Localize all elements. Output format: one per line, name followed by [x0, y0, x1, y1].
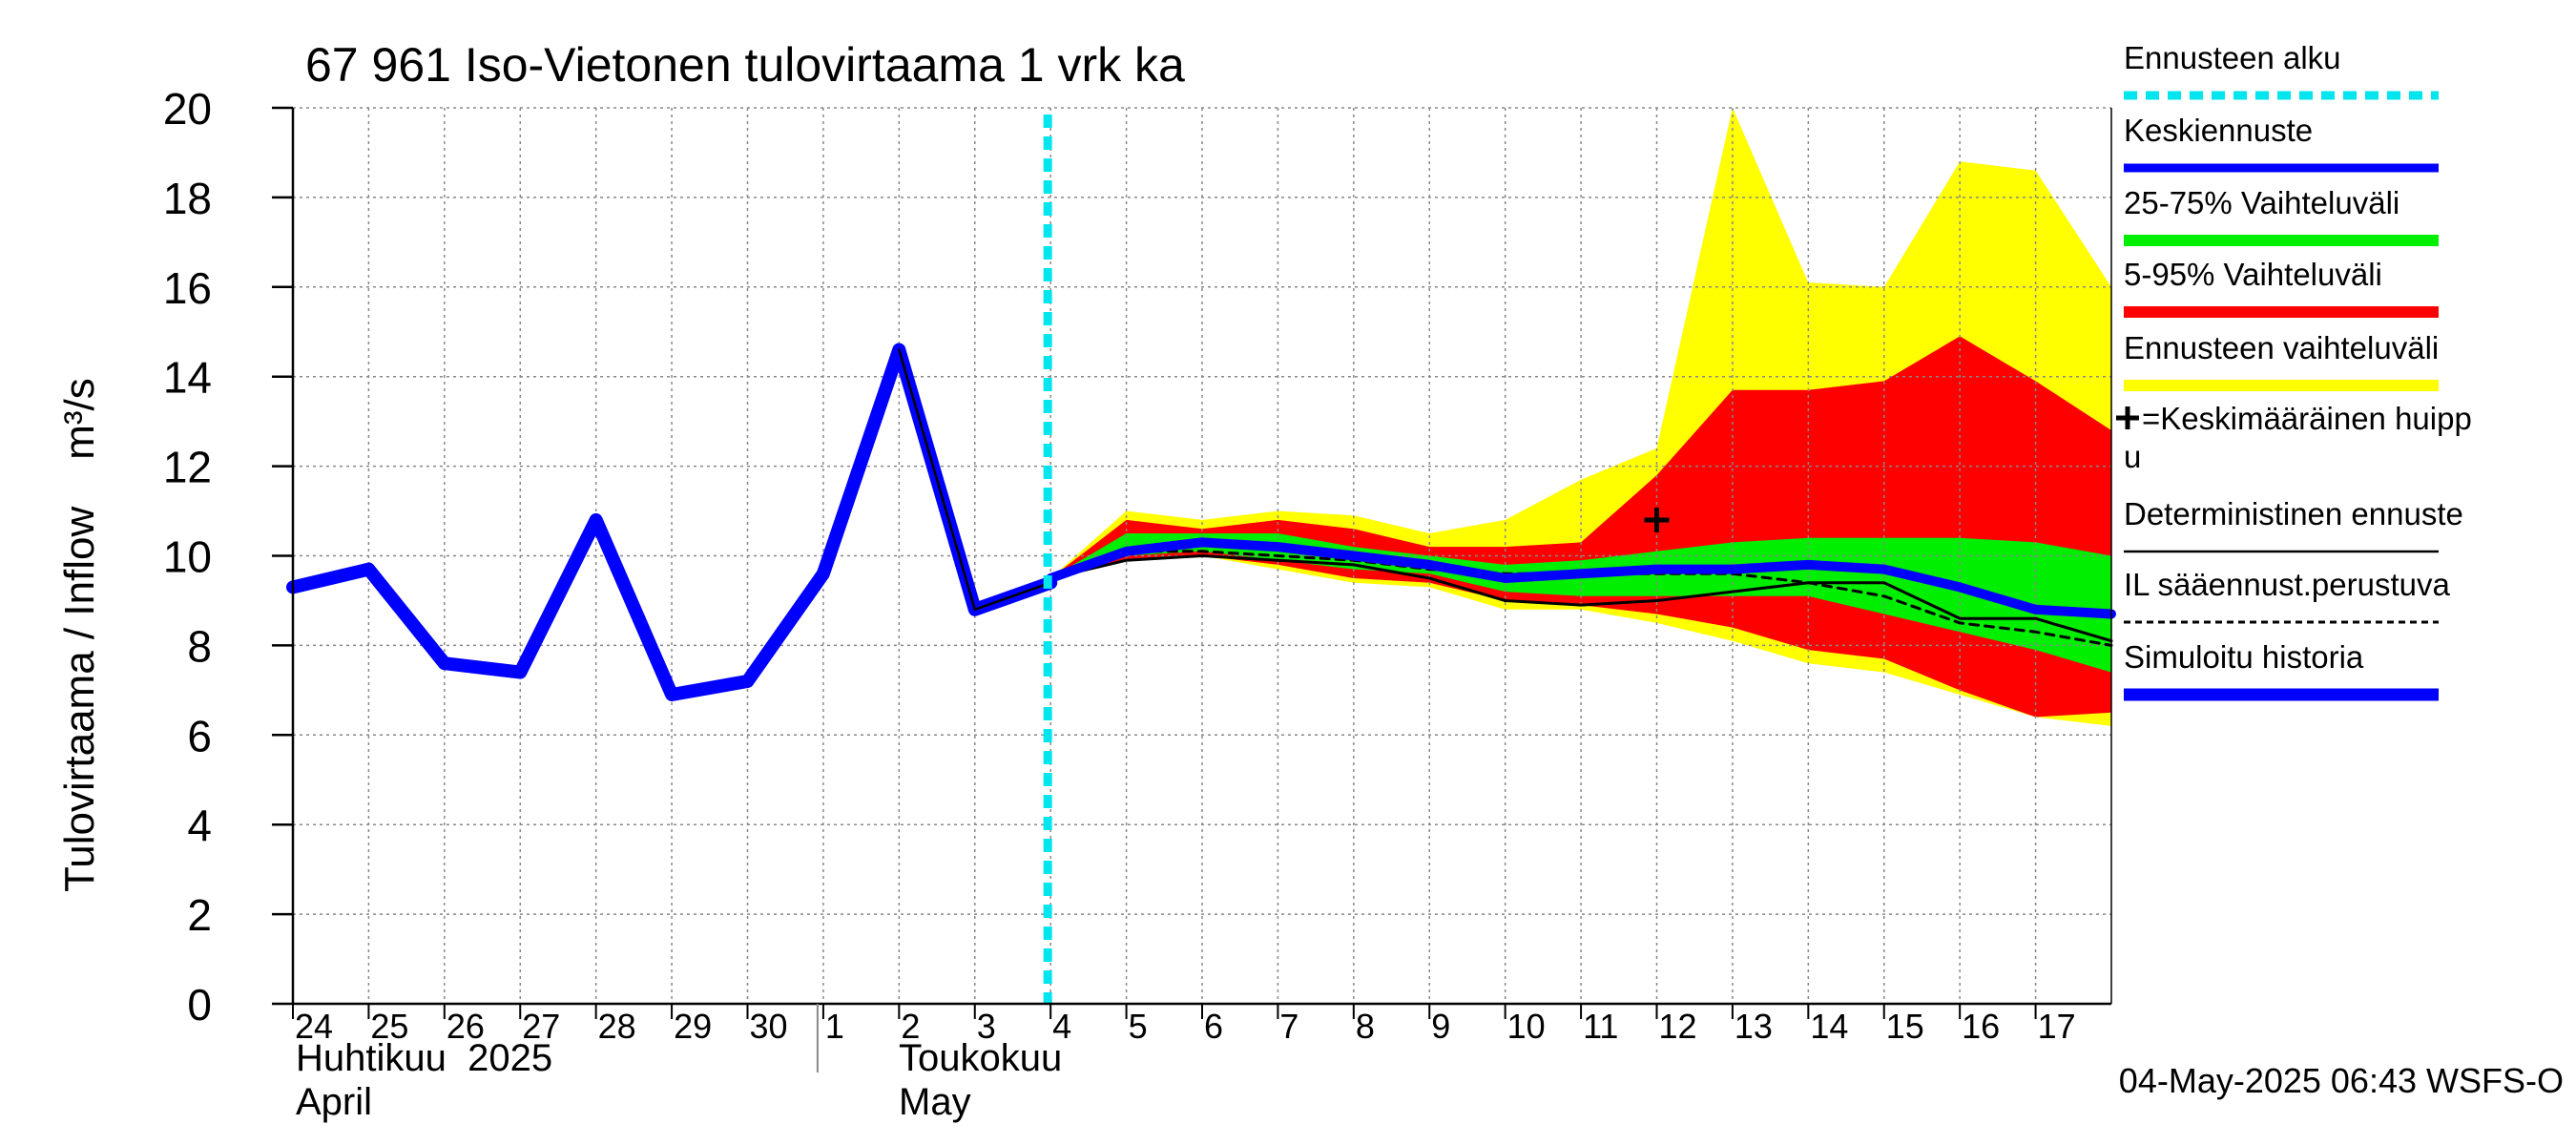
- y-tick-label: 14: [163, 353, 212, 403]
- series-lines: [286, 114, 2116, 1004]
- x-tick-label: 12: [1659, 1007, 1697, 1046]
- legend-label: 5-95% Vaihteluväli: [2124, 257, 2382, 292]
- history-deterministic-line: [898, 348, 1052, 612]
- x-tick-label: 7: [1279, 1007, 1298, 1046]
- legend: Ennusteen alku Keskiennuste 25-75% Vaihtel…: [2116, 40, 2472, 701]
- x-tick-label: 16: [1962, 1007, 2000, 1046]
- legend-label: IL sääennust.perustuva: [2124, 567, 2450, 602]
- x-tick-label: 5: [1129, 1007, 1148, 1046]
- x-tick-label: 15: [1886, 1007, 1924, 1046]
- legend-item-cyan-dash: Ennusteen alku: [2124, 40, 2439, 100]
- x-tick-label: 2: [901, 1007, 920, 1046]
- legend-label: Keskiennuste: [2124, 113, 2313, 148]
- y-tick-label: 10: [163, 532, 212, 582]
- x-tick-label: 11: [1583, 1007, 1618, 1046]
- legend-item-black-thin: Deterministinen ennuste: [2124, 496, 2463, 553]
- deterministic-line: [1049, 554, 2113, 643]
- x-tick-label: 14: [1810, 1007, 1848, 1046]
- y-tick-labels: 0 2 4 6 8 10 12 14 16 18 20: [163, 84, 293, 1030]
- x-tick-label: 10: [1507, 1007, 1546, 1046]
- mean-peak-marker: [1644, 507, 1670, 532]
- x-tick-label: 29: [674, 1007, 712, 1046]
- x-tick-label: 9: [1431, 1007, 1450, 1046]
- x-tick-label: 1: [825, 1007, 844, 1046]
- month-label-may-fi: Toukokuu: [899, 1037, 1062, 1079]
- y-tick-label: 6: [187, 711, 212, 760]
- x-tick-label: 28: [598, 1007, 636, 1046]
- legend-item-green: 25-75% Vaihteluväli: [2124, 185, 2439, 246]
- legend-item-blue-thick: Simuloitu historia: [2124, 639, 2439, 701]
- legend-label: Simuloitu historia: [2124, 639, 2364, 675]
- y-axis-label: Tulovirtaama / Inflow m³/s: [56, 378, 103, 892]
- legend-item-blue: Keskiennuste: [2124, 113, 2439, 173]
- x-tick-label: 6: [1204, 1007, 1223, 1046]
- x-tick-label: 8: [1356, 1007, 1375, 1046]
- legend-item-black-dash: IL sääennust.perustuva: [2124, 567, 2450, 624]
- x-tick-label: 24: [295, 1007, 333, 1046]
- x-tick-label: 27: [522, 1007, 560, 1046]
- x-tick-label: 25: [370, 1007, 408, 1046]
- x-tick-labels: 24 25 26 27 28 29 30 1 2 3 4 5 6 7 8 9 10 11 12 13 14 15 16 17: [292, 1004, 2076, 1046]
- y-tick-label: 20: [163, 84, 212, 134]
- p5-95-band: [1050, 336, 2111, 718]
- y-tick-label: 8: [187, 621, 212, 671]
- y-tick-label: 12: [163, 443, 212, 492]
- legend-item-yellow: Ennusteen vaihteluväli: [2124, 330, 2439, 391]
- month-label-april-en: April: [296, 1081, 372, 1123]
- footer-timestamp: 04-May-2025 06:43 WSFS-O: [2119, 1061, 2564, 1100]
- y-tick-label: 4: [187, 801, 212, 850]
- y-tick-label: 18: [163, 174, 212, 223]
- y-tick-label: 2: [187, 890, 212, 940]
- x-tick-label: 3: [977, 1007, 996, 1046]
- legend-label: Ennusteen vaihteluväli: [2124, 330, 2439, 365]
- x-tick-label: 30: [750, 1007, 788, 1046]
- legend-label-cont: u: [2124, 439, 2141, 474]
- x-tick-label: 17: [2038, 1007, 2076, 1046]
- legend-label: Deterministinen ennuste: [2124, 496, 2463, 531]
- legend-item-red: 5-95% Vaihteluväli: [2124, 257, 2439, 318]
- month-label-may-en: May: [899, 1081, 971, 1123]
- x-tick-label: 4: [1052, 1007, 1071, 1046]
- legend-label: Ennusteen alku: [2124, 40, 2341, 75]
- y-tick-label: 16: [163, 263, 212, 313]
- x-tick-label: 13: [1735, 1007, 1773, 1046]
- legend-label: =Keskimääräinen huipp: [2142, 401, 2472, 436]
- mean-forecast-line: [1046, 537, 2116, 619]
- chart-title: 67 961 Iso-Vietonen tulovirtaama 1 vrk k…: [305, 38, 1185, 92]
- x-tick-label: 26: [447, 1007, 485, 1046]
- legend-label: 25-75% Vaihteluväli: [2124, 185, 2399, 220]
- month-label-april-fi: Huhtikuu 2025: [296, 1037, 552, 1079]
- y-tick-label: 0: [187, 980, 212, 1030]
